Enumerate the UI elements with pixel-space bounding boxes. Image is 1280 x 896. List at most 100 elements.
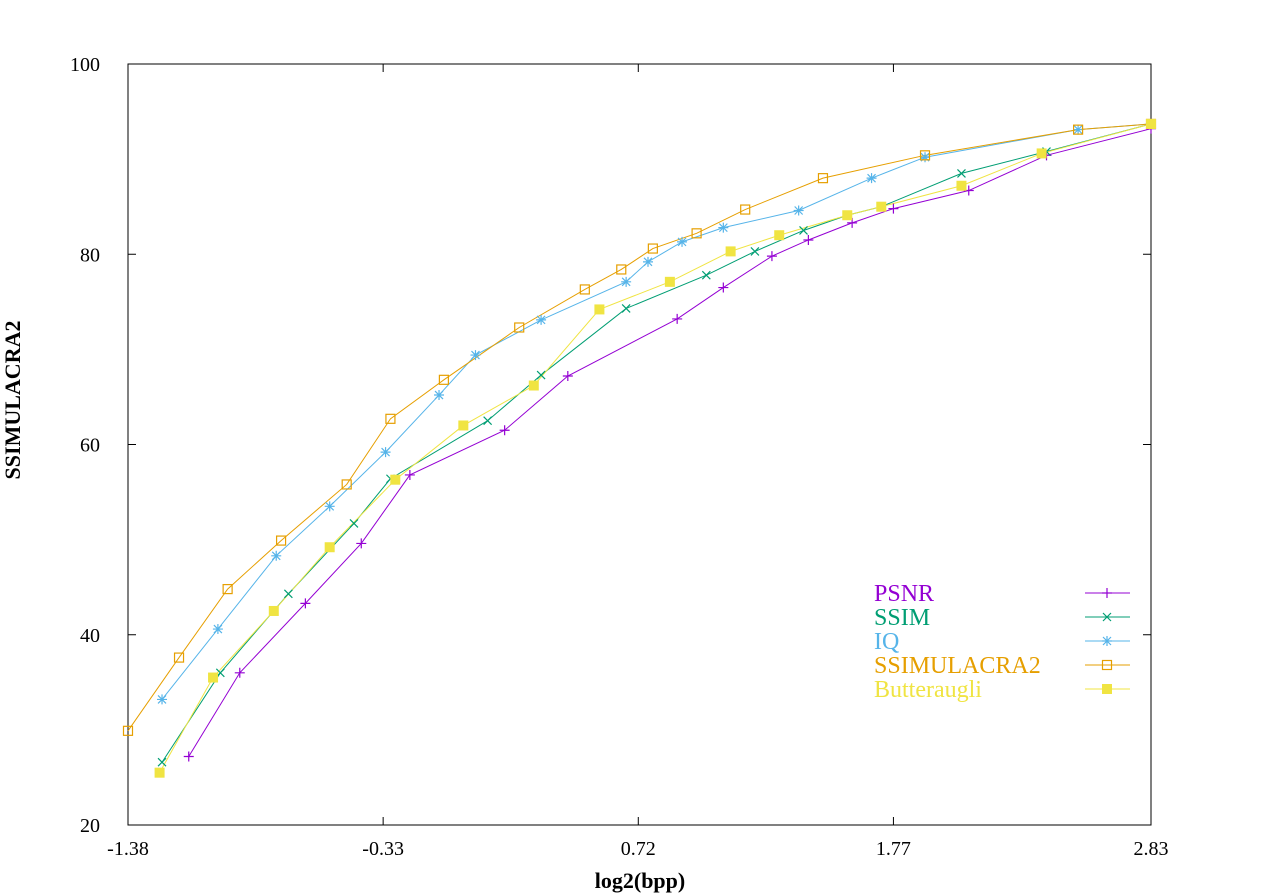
data-point [1036, 148, 1047, 159]
data-point [157, 694, 168, 705]
data-point [275, 535, 287, 546]
x-tick-label: 1.77 [876, 838, 911, 860]
data-point [725, 246, 736, 257]
data-point [234, 667, 245, 678]
data-point [212, 624, 223, 635]
data-point [283, 589, 293, 599]
data-point [701, 270, 711, 280]
data-point [793, 205, 804, 216]
data-point [579, 284, 590, 295]
data-point [404, 469, 415, 480]
data-point [842, 210, 853, 221]
data-point [621, 304, 631, 313]
y-tick-label: 40 [80, 625, 100, 647]
data-point [799, 226, 808, 235]
data-point [888, 203, 899, 214]
data-point [803, 234, 814, 245]
data-point [324, 542, 335, 553]
legend-label-ssimulacra2: SSIMULACRA2 [874, 653, 1041, 679]
data-point [691, 228, 702, 239]
data-point [122, 725, 134, 736]
data-point [356, 538, 367, 549]
data-point [677, 236, 688, 247]
legend-label-psnr: PSNR [874, 581, 934, 607]
data-point [920, 152, 931, 163]
data-point [919, 150, 931, 161]
data-point [173, 652, 185, 663]
data-point [157, 757, 167, 767]
data-point [616, 264, 627, 275]
y-tick-label: 20 [80, 815, 100, 837]
data-point [183, 751, 194, 762]
data-point [957, 168, 966, 178]
data-point [514, 322, 525, 333]
data-point [1102, 612, 1112, 622]
data-point [222, 583, 233, 595]
data-point [956, 180, 967, 191]
data-point [528, 380, 539, 391]
data-point [271, 550, 282, 561]
data-point [1146, 118, 1156, 129]
data-point [1102, 588, 1112, 598]
series-line-butteraugli [159, 123, 1152, 773]
series-line-ssimulacra2 [127, 123, 1152, 732]
y-axis-title: SSIMULACRA2 [0, 321, 25, 480]
axis-ticks: -1.38 -0.33 0.72 1.77 2.83 20 40 60 80 100 [70, 54, 1169, 860]
y-tick-label: 80 [80, 244, 100, 266]
data-point [380, 447, 391, 458]
x-axis-title: log2(bpp) [595, 868, 685, 893]
legend-marker-iq [1102, 636, 1112, 646]
legend-label-butteraugli: Butteraugli [874, 677, 982, 703]
data-point [1073, 124, 1084, 135]
data-point [750, 246, 760, 256]
legend-marker-ssimulacra2 [1101, 659, 1113, 671]
x-tick-label: -1.38 [107, 838, 149, 860]
data-point [718, 282, 729, 293]
legend-label-iq: IQ [874, 629, 899, 655]
series-markers-ssimulacra2 [122, 118, 1157, 736]
x-tick-label: 0.72 [621, 838, 656, 860]
data-point [817, 173, 829, 184]
data-point [499, 425, 510, 436]
data-point [1102, 636, 1112, 646]
plot-frame [127, 63, 1152, 826]
x-tick-label: 2.83 [1134, 838, 1169, 860]
data-point [774, 230, 785, 241]
data-point [562, 371, 573, 382]
data-point [208, 672, 219, 683]
data-point [718, 222, 729, 233]
series-line-iq [161, 123, 1152, 700]
data-point [536, 370, 546, 380]
data-point [1101, 659, 1113, 671]
data-point [434, 390, 445, 401]
legend-marker-ssim [1102, 612, 1112, 622]
legend-label-ssim: SSIM [874, 605, 930, 631]
data-point [594, 304, 605, 315]
data-point [438, 374, 449, 385]
data-point [740, 204, 751, 215]
data-point [1073, 124, 1084, 135]
data-point [458, 420, 469, 431]
x-tick-label: -0.33 [362, 838, 404, 860]
data-point [483, 416, 493, 426]
legend-marker-butteraugli [1102, 684, 1112, 694]
data-point [341, 479, 352, 490]
data-point [324, 501, 335, 512]
data-point [349, 519, 359, 528]
data-point [536, 314, 547, 325]
series-line-ssim [161, 123, 1152, 763]
data-point [766, 251, 777, 262]
y-tick-label: 100 [70, 54, 100, 76]
y-tick-label: 60 [80, 435, 100, 457]
data-point [621, 276, 632, 287]
data-point [672, 313, 683, 324]
data-point [385, 413, 396, 424]
data-point [154, 767, 165, 778]
legend-marker-psnr [1102, 588, 1112, 598]
data-point [470, 350, 481, 361]
series-line-psnr [188, 128, 1152, 757]
data-point [1102, 684, 1112, 694]
series-markers-iq [157, 118, 1156, 705]
